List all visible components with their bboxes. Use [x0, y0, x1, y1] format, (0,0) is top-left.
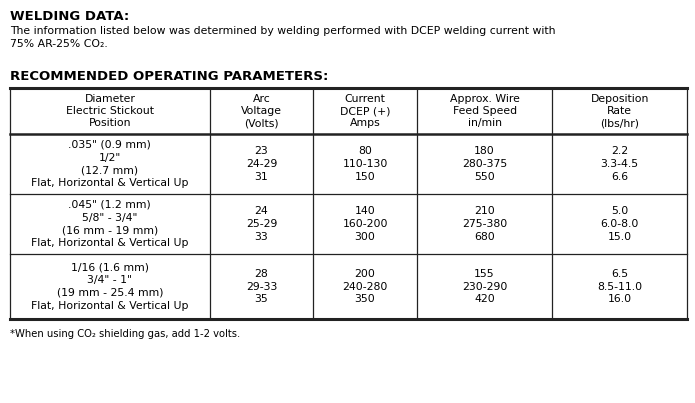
- Text: The information listed below was determined by welding performed with DCEP weldi: The information listed below was determi…: [10, 26, 555, 49]
- Text: 1/16 (1.6 mm)
3/4" - 1"
(19 mm - 25.4 mm)
Flat, Horizontal & Vertical Up: 1/16 (1.6 mm) 3/4" - 1" (19 mm - 25.4 mm…: [31, 262, 188, 311]
- Text: Diameter
Electric Stickout
Position: Diameter Electric Stickout Position: [66, 93, 154, 129]
- Text: 2.2
3.3-4.5
6.6: 2.2 3.3-4.5 6.6: [600, 146, 639, 182]
- Text: 200
240-280
350: 200 240-280 350: [343, 269, 388, 304]
- Text: Approx. Wire
Feed Speed
in/min: Approx. Wire Feed Speed in/min: [450, 93, 520, 129]
- Text: Current
DCEP (+)
Amps: Current DCEP (+) Amps: [340, 93, 391, 129]
- Text: Deposition
Rate
(lbs/hr): Deposition Rate (lbs/hr): [591, 93, 649, 129]
- Text: 5.0
6.0-8.0
15.0: 5.0 6.0-8.0 15.0: [600, 206, 639, 242]
- Text: Arc
Voltage
(Volts): Arc Voltage (Volts): [241, 93, 282, 129]
- Text: 155
230-290
420: 155 230-290 420: [462, 269, 507, 304]
- Text: 210
275-380
680: 210 275-380 680: [462, 206, 507, 242]
- Text: 23
24-29
31: 23 24-29 31: [246, 146, 277, 182]
- Text: WELDING DATA:: WELDING DATA:: [10, 10, 129, 23]
- Text: *When using CO₂ shielding gas, add 1-2 volts.: *When using CO₂ shielding gas, add 1-2 v…: [10, 329, 240, 339]
- Text: 28
29-33
35: 28 29-33 35: [246, 269, 277, 304]
- Text: .035" (0.9 mm)
1/2"
(12.7 mm)
Flat, Horizontal & Vertical Up: .035" (0.9 mm) 1/2" (12.7 mm) Flat, Hori…: [31, 140, 188, 188]
- Text: 180
280-375
550: 180 280-375 550: [462, 146, 507, 182]
- Text: .045" (1.2 mm)
5/8" - 3/4"
(16 mm - 19 mm)
Flat, Horizontal & Vertical Up: .045" (1.2 mm) 5/8" - 3/4" (16 mm - 19 m…: [31, 200, 188, 248]
- Text: 24
25-29
33: 24 25-29 33: [246, 206, 277, 242]
- Text: RECOMMENDED OPERATING PARAMETERS:: RECOMMENDED OPERATING PARAMETERS:: [10, 70, 328, 83]
- Text: 80
110-130
150: 80 110-130 150: [343, 146, 388, 182]
- Text: 6.5
8.5-11.0
16.0: 6.5 8.5-11.0 16.0: [597, 269, 642, 304]
- Text: 140
160-200
300: 140 160-200 300: [343, 206, 388, 242]
